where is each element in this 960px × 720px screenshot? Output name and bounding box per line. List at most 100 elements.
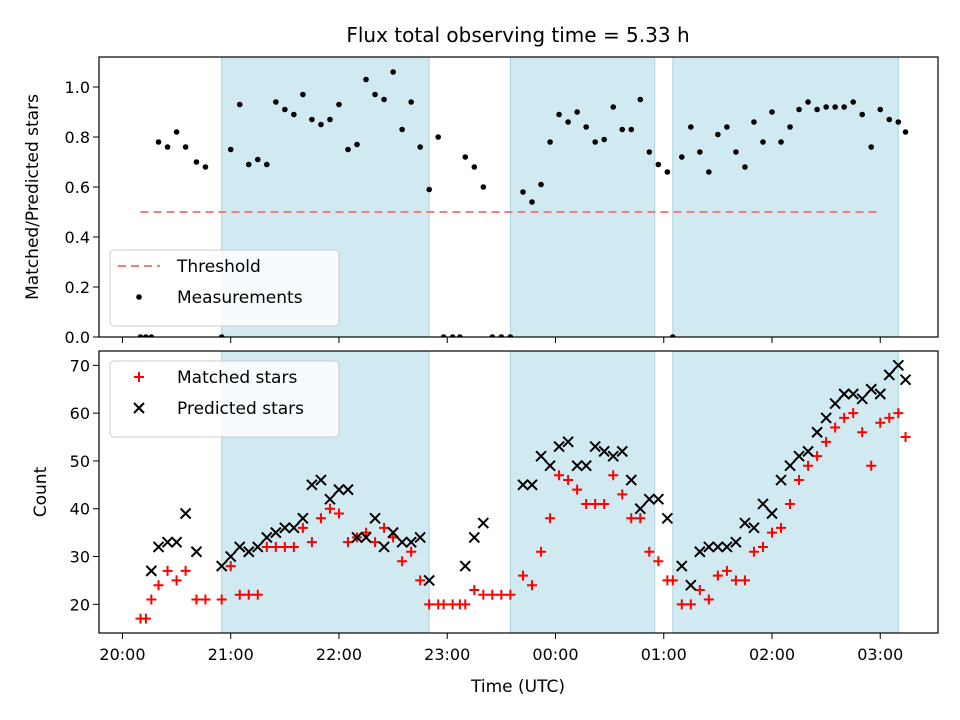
measurement-point (236, 101, 243, 108)
legend-entry-label: Threshold (176, 257, 261, 277)
measurement-point (733, 149, 739, 155)
measurement-point (345, 146, 351, 153)
matched-star-point (703, 594, 714, 605)
legend: Threshold Measurements (109, 249, 340, 327)
y-tick-label: 0.8 (65, 128, 90, 147)
y-tick-label: 1.0 (65, 78, 90, 97)
predicted-star-point (802, 445, 814, 458)
measurement-point (318, 121, 324, 128)
predicted-star-point (468, 531, 481, 544)
measurement-point (823, 104, 829, 110)
matched-star-point (527, 580, 538, 591)
predicted-star-point (333, 483, 345, 496)
matched-star-point (306, 537, 317, 548)
measurement-point (796, 106, 802, 113)
legend-matched-swatch (134, 372, 144, 382)
predicted-star-point (315, 474, 327, 486)
measurement-point (363, 76, 369, 83)
matched-star-point (635, 513, 646, 524)
predicted-star-point (324, 493, 336, 505)
measurement-point (155, 139, 162, 145)
matched-star-point (685, 599, 696, 610)
predicted-star-point (838, 388, 850, 400)
x-tick-label: 01:00 (641, 645, 687, 664)
matched-star-point (279, 541, 290, 552)
measurement-point (218, 334, 225, 337)
matched-star-point (900, 432, 911, 443)
measurement-point (574, 109, 580, 115)
predicted-star-point (793, 450, 805, 462)
matched-star-point (460, 599, 471, 610)
measurement-point (678, 154, 685, 160)
measurement-point (148, 334, 155, 337)
measurement-point (164, 144, 171, 150)
matched-star-point (261, 541, 272, 552)
measurement-point (814, 106, 820, 113)
x-axis-label: Time (UTC) (470, 677, 565, 697)
y-tick-label: 60 (70, 404, 90, 423)
matched-star-point (667, 575, 678, 586)
predicted-star-point (784, 460, 796, 472)
measurement-point (886, 116, 893, 123)
matched-star-point (180, 565, 191, 576)
legend-entry-label: Matched stars (177, 368, 297, 388)
matched-star-point (487, 589, 498, 600)
matched-star-point (288, 541, 299, 552)
predicted-star-point (661, 512, 674, 524)
matched-star-point (243, 589, 254, 600)
matched-star-point (216, 594, 227, 605)
matched-star-point (252, 589, 263, 600)
matched-star-point (866, 460, 877, 471)
matched-star-point (171, 575, 182, 586)
measurement-point (282, 106, 288, 113)
predicted-star-point (634, 503, 646, 515)
predicted-star-point (145, 565, 158, 577)
measurement-point (471, 164, 478, 170)
measurement-point (498, 334, 505, 337)
matched-star-point (776, 522, 787, 533)
predicted-star-point (712, 541, 724, 553)
predicted-star-point (459, 560, 471, 572)
predicted-star-point (616, 445, 628, 458)
measurement-point (336, 101, 342, 108)
bottom-y-axis-label: Count (31, 466, 51, 517)
measurement-point (628, 126, 635, 133)
predicted-star-point (589, 440, 601, 453)
measurement-point (480, 184, 487, 190)
predicted-star-point (892, 359, 905, 372)
matched-star-point (857, 427, 868, 438)
measurement-point (742, 164, 748, 170)
matched-star-point (644, 546, 655, 557)
matched-star-point (342, 537, 353, 548)
measurement-point (787, 124, 793, 130)
matched-star-point (848, 408, 859, 419)
matched-star-point (415, 575, 426, 586)
measurement-point (426, 186, 432, 193)
matched-star-point (581, 498, 592, 509)
measurement-point (300, 91, 306, 98)
matched-star-point (234, 589, 245, 600)
predicted-star-point (243, 546, 255, 558)
measurement-point (547, 139, 553, 145)
matched-star-point (536, 546, 547, 557)
measurement-point (435, 134, 442, 140)
x-tick-label: 21:00 (208, 645, 254, 664)
measurement-point (601, 136, 608, 143)
matched-star-point (370, 537, 381, 548)
measurement-point (592, 139, 598, 145)
legend-box (109, 360, 340, 438)
predicted-star-point (369, 512, 381, 524)
matched-star-point (730, 575, 741, 586)
measurement-point (227, 146, 234, 153)
observing-window-band (510, 351, 655, 633)
measurement-point (182, 144, 189, 150)
measurement-point (137, 334, 144, 337)
matched-star-point (563, 475, 574, 486)
measurement-point (529, 199, 535, 205)
x-tick-label: 00:00 (532, 645, 578, 664)
measurement-point (859, 111, 866, 118)
measurement-point (193, 159, 200, 165)
predicted-star-point (179, 507, 192, 520)
predicted-star-point (580, 460, 592, 472)
matched-star-point (757, 541, 768, 552)
